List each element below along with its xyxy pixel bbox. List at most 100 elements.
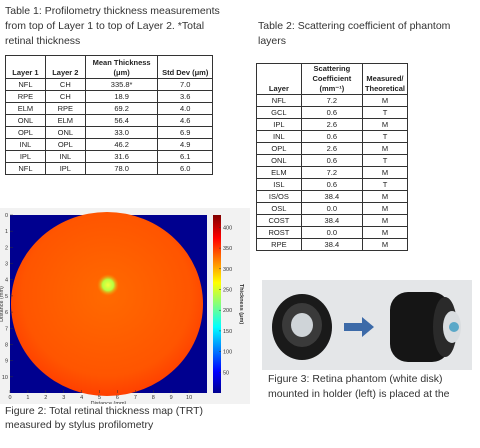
table-cell: M	[361, 118, 409, 131]
x-tick-label: 10	[186, 395, 192, 401]
header-row: Layer Scattering Coefficient (mm⁻¹) Measur…	[256, 63, 409, 95]
table-cell: GCL	[256, 106, 302, 119]
table-cell: M	[361, 238, 409, 251]
table-cell: M	[361, 202, 409, 215]
table-cell: 69.2	[84, 102, 159, 115]
table-cell: 3.6	[157, 90, 213, 103]
table-cell: CH	[44, 78, 86, 91]
table-cell: 4.6	[157, 114, 213, 127]
y-tick-label: 1	[5, 229, 8, 235]
colorbar-tick-label: 50	[223, 370, 229, 376]
colorbar-tick-label: 250	[223, 288, 232, 294]
table-cell: COST	[256, 214, 302, 227]
table-cell: ELM	[44, 114, 86, 127]
arrow	[344, 317, 374, 337]
table-cell: 38.4	[300, 190, 363, 203]
table-cell: 7.0	[157, 78, 213, 91]
table-cell: NFL	[256, 94, 302, 107]
table-row: INL OPL 46.2 4.9	[5, 138, 213, 151]
x-tick-label: 7	[134, 395, 137, 401]
table-row: NFL CH 335.8* 7.0	[5, 78, 213, 91]
table-row: ELM RPE 69.2 4.0	[5, 102, 213, 115]
table-row: NFL 7.2 M	[256, 94, 409, 107]
y-tick-label: 6	[5, 310, 8, 316]
table-cell: 7.2	[300, 94, 363, 107]
figure2-caption: Figure 2: Total retinal thickness map (T…	[5, 405, 204, 431]
table-row: OPL 2.6 M	[256, 142, 409, 155]
table-cell: 38.4	[300, 238, 363, 251]
table-cell: M	[361, 94, 409, 107]
table-cell: INL	[256, 130, 302, 143]
x-axis-label: Distance (mm)	[91, 401, 127, 404]
table-cell: IS/OS	[256, 190, 302, 203]
x-tick-label: 6	[116, 395, 119, 401]
table-row: ROST 0.0 M	[256, 226, 409, 239]
table-cell: 4.9	[157, 138, 213, 151]
table-cell: ONL	[44, 126, 86, 139]
x-tick-label: 1	[26, 395, 29, 401]
table-row: IS/OS 38.4 M	[256, 190, 409, 203]
table-cell: 0.0	[300, 202, 363, 215]
column-header: Layer	[256, 63, 302, 95]
table-cell: 4.0	[157, 102, 213, 115]
table-cell: 0.6	[300, 154, 363, 167]
table-row: GCL 0.6 T	[256, 106, 409, 119]
table-cell: 78.0	[84, 162, 159, 175]
table-cell: 6.1	[157, 150, 213, 163]
column-header: Mean Thickness (μm)	[84, 55, 159, 79]
y-tick-label: 10	[2, 375, 8, 381]
table-cell: ONL	[256, 154, 302, 167]
table-cell: 38.4	[300, 214, 363, 227]
y-tick-label: 4	[5, 278, 8, 284]
table-cell: 335.8*	[84, 78, 159, 91]
y-tick-label: 9	[5, 359, 8, 365]
y-tick-label: 8	[5, 342, 8, 348]
table-cell: M	[361, 142, 409, 155]
table-row: IPL 2.6 M	[256, 118, 409, 131]
table-row: ONL 0.6 T	[256, 154, 409, 167]
table-row: COST 38.4 M	[256, 214, 409, 227]
y-tick-label: 7	[5, 326, 8, 332]
y-tick-label: 5	[5, 294, 8, 300]
table-row: RPE 38.4 M	[256, 238, 409, 251]
table-cell: ELM	[5, 102, 46, 115]
thick-spot	[97, 274, 119, 296]
x-tick-label: 0	[8, 395, 11, 401]
table-cell: M	[361, 214, 409, 227]
table-cell: T	[361, 178, 409, 191]
table-cell: 46.2	[84, 138, 159, 151]
y-tick-label: 3	[5, 262, 8, 268]
table-cell: 31.6	[84, 150, 159, 163]
colorbar-tick-label: 350	[223, 246, 232, 252]
table-row: INL 0.6 T	[256, 130, 409, 143]
column-header: Layer 2	[44, 55, 86, 79]
eye-center	[449, 322, 459, 332]
table-cell: T	[361, 154, 409, 167]
y-axis-label: Distance (mm)	[0, 286, 5, 322]
column-header: Scattering Coefficient (mm⁻¹)	[300, 63, 363, 95]
table-cell: 0.0	[300, 226, 363, 239]
table-cell: M	[361, 166, 409, 179]
table-cell: RPE	[256, 238, 302, 251]
table-cell: 0.6	[300, 178, 363, 191]
table-cell: 2.6	[300, 118, 363, 131]
table-cell: OPL	[5, 126, 46, 139]
table-cell: 6.0	[157, 162, 213, 175]
y-tick-label: 0	[5, 213, 8, 219]
table-cell: 0.6	[300, 106, 363, 119]
table-cell: OPL	[256, 142, 302, 155]
right-holder	[390, 292, 450, 362]
column-header: Std Dev (μm)	[157, 55, 213, 79]
table-row: ONL ELM 56.4 4.6	[5, 114, 213, 127]
table1-caption: Table 1: Profilometry thickness measurem…	[5, 5, 220, 47]
table-cell: ONL	[5, 114, 46, 127]
table2: Layer Scattering Coefficient (mm⁻¹) Measur…	[256, 63, 409, 251]
table-row: RPE CH 18.9 3.6	[5, 90, 213, 103]
table-cell: RPE	[5, 90, 46, 103]
table-row: IPL INL 31.6 6.1	[5, 150, 213, 163]
table-cell: RPE	[44, 102, 86, 115]
table-cell: 56.4	[84, 114, 159, 127]
table-row: ELM 7.2 M	[256, 166, 409, 179]
table-cell: OSL	[256, 202, 302, 215]
